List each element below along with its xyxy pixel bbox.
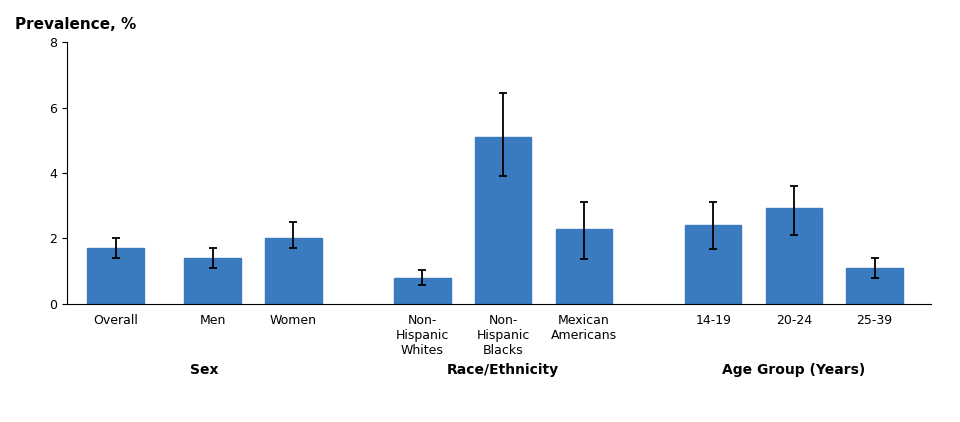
Bar: [87, 248, 144, 304]
Bar: [265, 238, 322, 304]
Bar: [684, 225, 741, 304]
Text: Race/Ethnicity: Race/Ethnicity: [447, 362, 560, 377]
Bar: [556, 229, 612, 304]
Text: Prevalence, %: Prevalence, %: [15, 17, 136, 32]
Bar: [184, 258, 241, 304]
Bar: [766, 208, 822, 304]
Text: Sex: Sex: [190, 362, 219, 377]
Text: Age Group (Years): Age Group (Years): [722, 362, 866, 377]
Bar: [847, 268, 903, 304]
Bar: [475, 137, 532, 304]
Bar: [395, 278, 451, 304]
